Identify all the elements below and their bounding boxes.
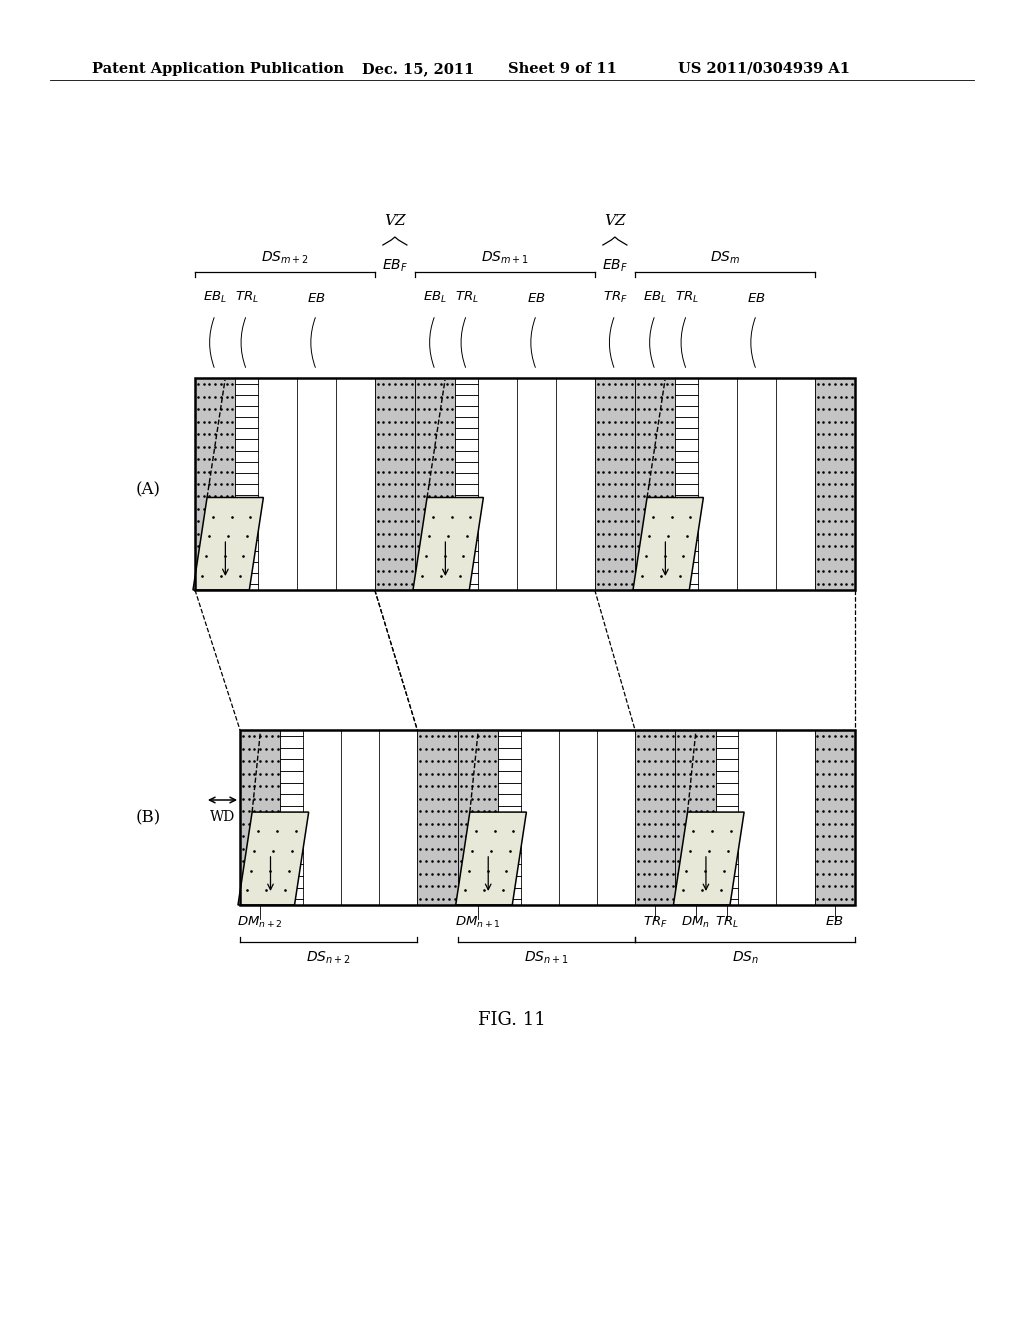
Text: $EB_F$: $EB_F$ [382, 257, 408, 275]
Bar [415, 378, 456, 590]
Text: $EB_L$: $EB_L$ [203, 290, 227, 305]
Bar [698, 378, 737, 590]
Polygon shape [633, 498, 703, 590]
Text: $DS_{m+2}$: $DS_{m+2}$ [261, 249, 309, 267]
Bar [478, 378, 517, 590]
Bar [375, 378, 415, 590]
Text: $EB_F$: $EB_F$ [602, 257, 628, 275]
Text: $DS_{n+1}$: $DS_{n+1}$ [524, 950, 568, 966]
Bar [635, 378, 675, 590]
Text: WD: WD [210, 810, 236, 824]
Polygon shape [456, 812, 526, 906]
Bar [776, 378, 815, 590]
Bar [297, 378, 336, 590]
Bar [738, 730, 776, 906]
Bar [458, 730, 498, 906]
Text: (B): (B) [135, 809, 161, 826]
Text: $TR_L$: $TR_L$ [234, 290, 258, 305]
Text: $EB_L$: $EB_L$ [643, 290, 668, 305]
Bar [635, 730, 676, 906]
Text: VZ: VZ [384, 214, 406, 228]
Text: Dec. 15, 2011: Dec. 15, 2011 [362, 62, 474, 77]
Bar [716, 730, 738, 906]
Text: $EB_L$: $EB_L$ [423, 290, 447, 305]
Text: $DM_{n+1}$: $DM_{n+1}$ [455, 915, 501, 931]
Text: $EB$: $EB$ [527, 292, 546, 305]
Polygon shape [193, 498, 263, 590]
Text: $DS_m$: $DS_m$ [710, 249, 740, 267]
Text: US 2011/0304939 A1: US 2011/0304939 A1 [678, 62, 850, 77]
Text: $TR_F$: $TR_F$ [643, 915, 668, 931]
Polygon shape [674, 812, 744, 906]
Bar [195, 378, 236, 590]
Bar [498, 730, 520, 906]
Bar [517, 378, 556, 590]
Text: $DM_{n+2}$: $DM_{n+2}$ [238, 915, 283, 931]
Bar [675, 378, 698, 590]
Text: $EB$: $EB$ [307, 292, 326, 305]
Bar [418, 730, 458, 906]
Bar [815, 378, 855, 590]
Bar [556, 378, 595, 590]
Bar [597, 730, 635, 906]
Bar [776, 730, 815, 906]
Text: FIG. 11: FIG. 11 [478, 1011, 546, 1030]
Bar [341, 730, 379, 906]
Bar [559, 730, 597, 906]
Polygon shape [238, 812, 308, 906]
Text: $DS_{m+1}$: $DS_{m+1}$ [481, 249, 529, 267]
Text: $DS_n$: $DS_n$ [731, 950, 759, 966]
Bar [236, 378, 258, 590]
Text: $DM_n$: $DM_n$ [681, 915, 710, 931]
Bar [737, 378, 776, 590]
Text: $EB$: $EB$ [825, 915, 844, 928]
Bar [281, 730, 303, 906]
Text: $TR_F$: $TR_F$ [602, 290, 628, 305]
Bar [240, 730, 855, 906]
Text: $EB$: $EB$ [746, 292, 766, 305]
Bar [303, 730, 341, 906]
Bar [520, 730, 559, 906]
Text: Sheet 9 of 11: Sheet 9 of 11 [508, 62, 616, 77]
Bar [676, 730, 716, 906]
Text: $TR_L$: $TR_L$ [715, 915, 739, 931]
Text: VZ: VZ [604, 214, 626, 228]
Bar [240, 730, 281, 906]
Text: Patent Application Publication: Patent Application Publication [92, 62, 344, 77]
Bar [456, 378, 478, 590]
Bar [336, 378, 375, 590]
Text: $TR_L$: $TR_L$ [455, 290, 478, 305]
Bar [258, 378, 297, 590]
Text: (A): (A) [135, 482, 161, 499]
Text: $DS_{n+2}$: $DS_{n+2}$ [306, 950, 351, 966]
Polygon shape [413, 498, 483, 590]
Text: $TR_L$: $TR_L$ [675, 290, 698, 305]
Bar [815, 730, 855, 906]
Bar [195, 378, 855, 590]
Bar [595, 378, 635, 590]
Bar [379, 730, 418, 906]
